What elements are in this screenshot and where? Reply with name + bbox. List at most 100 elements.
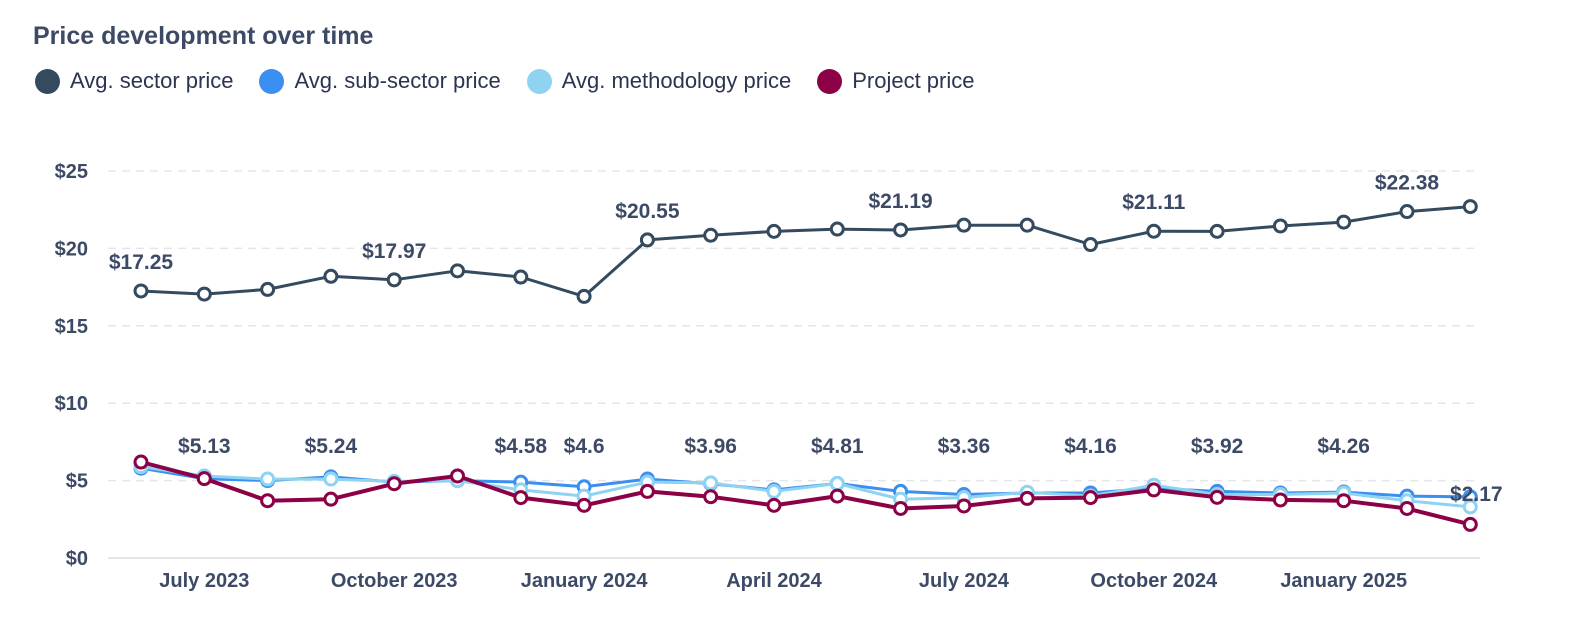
data-point[interactable]: [829, 488, 845, 504]
data-point[interactable]: [1462, 516, 1478, 532]
data-point[interactable]: [1336, 493, 1352, 509]
legend-item-project[interactable]: Project price: [817, 68, 975, 94]
legend-label-sub-sector: Avg. sub-sector price: [294, 68, 501, 93]
data-label: $4.6: [564, 435, 605, 458]
series-line: [140, 205, 1471, 298]
data-point[interactable]: [1019, 217, 1035, 233]
data-point[interactable]: [260, 471, 276, 487]
data-label: $4.81: [811, 435, 864, 458]
data-label: $22.38: [1375, 172, 1440, 195]
y-tick-label: $10: [55, 393, 88, 415]
y-tick-label: $5: [66, 471, 88, 493]
legend-item-sub-sector[interactable]: Avg. sub-sector price: [259, 68, 501, 94]
legend-label-sector: Avg. sector price: [70, 68, 234, 93]
data-label: $21.19: [868, 190, 932, 213]
data-label: $3.96: [684, 435, 737, 458]
data-point[interactable]: [386, 272, 402, 288]
data-point[interactable]: [1209, 223, 1225, 239]
data-point[interactable]: [1399, 204, 1415, 220]
y-tick-label: $15: [55, 316, 88, 338]
series-0: [133, 199, 1478, 304]
data-point[interactable]: [323, 268, 339, 284]
data-point[interactable]: [639, 483, 655, 499]
data-point[interactable]: [1462, 199, 1478, 215]
data-point[interactable]: [639, 232, 655, 248]
legend-dot-sector-icon: [35, 68, 60, 94]
data-point[interactable]: [703, 227, 719, 243]
legend: Avg. sector price Avg. sub-sector price …: [35, 68, 975, 94]
x-tick-label: October 2024: [1090, 570, 1218, 592]
series-line: [140, 460, 1471, 527]
data-label: $2.17: [1450, 483, 1503, 506]
data-label: $4.26: [1317, 435, 1370, 458]
x-tick-label: October 2023: [331, 570, 458, 592]
data-point[interactable]: [1019, 490, 1035, 506]
legend-label-project: Project price: [852, 68, 975, 93]
data-point[interactable]: [1272, 218, 1288, 234]
data-point[interactable]: [1399, 500, 1415, 516]
data-point[interactable]: [829, 476, 845, 492]
data-point[interactable]: [1272, 492, 1288, 508]
data-point[interactable]: [703, 475, 719, 491]
data-point[interactable]: [260, 493, 276, 509]
data-point[interactable]: [196, 286, 212, 302]
data-point[interactable]: [1462, 499, 1478, 515]
data-point[interactable]: [133, 283, 149, 299]
x-tick-label: April 2024: [726, 570, 822, 592]
data-label: $5.13: [178, 435, 231, 458]
data-point[interactable]: [1083, 237, 1098, 253]
series-line: [140, 466, 1471, 499]
data-label: $21.11: [1122, 191, 1185, 214]
axis-layer: $0 $5 $10 $15 $20 $25 July 2023 October 2023 Jan…: [55, 161, 1480, 592]
x-tick-label: January 2024: [521, 570, 649, 592]
y-tick-label: $25: [55, 161, 88, 183]
data-point[interactable]: [513, 269, 529, 285]
data-point[interactable]: [450, 263, 465, 279]
data-point[interactable]: [133, 454, 149, 470]
data-point[interactable]: [1209, 489, 1225, 505]
data-point[interactable]: [386, 476, 402, 492]
series-3: [133, 454, 1478, 532]
data-point[interactable]: [829, 221, 845, 237]
data-point[interactable]: [1083, 490, 1098, 506]
data-point[interactable]: [450, 468, 465, 484]
data-point[interactable]: [956, 498, 972, 514]
data-point[interactable]: [576, 497, 592, 513]
data-point[interactable]: [323, 491, 339, 507]
data-point[interactable]: [1146, 223, 1162, 239]
data-label: $3.36: [938, 435, 991, 458]
data-point[interactable]: [260, 281, 276, 297]
data-label: $3.92: [1191, 435, 1244, 458]
data-point[interactable]: [766, 483, 782, 499]
data-point[interactable]: [323, 471, 339, 487]
legend-label-methodology: Avg. methodology price: [561, 68, 792, 93]
data-point[interactable]: [893, 500, 909, 516]
data-point[interactable]: [576, 288, 592, 304]
data-point[interactable]: [196, 471, 212, 487]
data-point[interactable]: [1336, 214, 1352, 230]
x-tick-label: January 2025: [1280, 570, 1407, 592]
legend-dot-project-icon: [817, 68, 843, 94]
data-point[interactable]: [893, 222, 909, 238]
data-label: $17.25: [109, 251, 174, 274]
data-point[interactable]: [956, 217, 972, 233]
legend-dot-methodology-icon: [526, 68, 552, 94]
legend-item-methodology[interactable]: Avg. methodology price: [526, 68, 792, 94]
data-point[interactable]: [1146, 482, 1162, 498]
legend-item-sector[interactable]: Avg. sector price: [35, 68, 233, 94]
data-label: $4.16: [1064, 435, 1117, 458]
x-tick-label: July 2024: [919, 570, 1010, 592]
chart-title: Price development over time: [33, 22, 374, 50]
data-label: $4.58: [495, 435, 548, 458]
data-point[interactable]: [513, 490, 529, 506]
data-point[interactable]: [703, 489, 719, 505]
series-line: [140, 465, 1471, 509]
x-tick-label: July 2023: [159, 570, 249, 592]
data-label: $20.55: [615, 200, 680, 223]
data-point[interactable]: [766, 223, 782, 239]
series-layer: [133, 199, 1478, 532]
data-point[interactable]: [766, 497, 782, 513]
legend-dot-sub-sector-icon: [259, 68, 285, 94]
data-label-layer: $17.25 $17.97 $20.55 $21.19 $21.11 $22.38 $5.1…: [109, 172, 1503, 506]
